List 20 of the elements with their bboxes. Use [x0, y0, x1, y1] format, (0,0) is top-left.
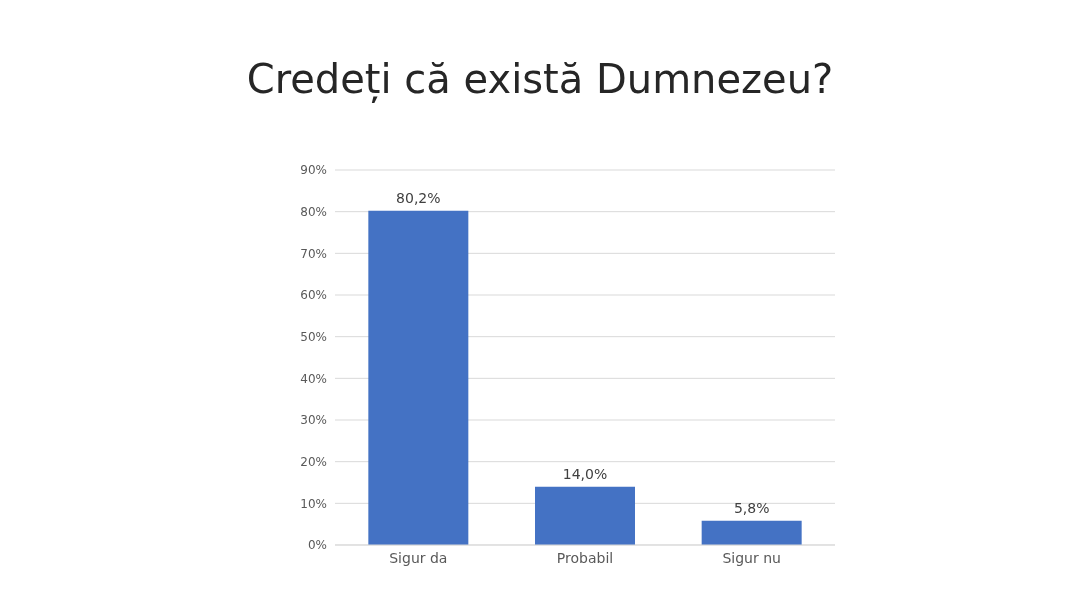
y-tick-label: 30% [300, 413, 327, 428]
y-tick-label: 40% [300, 371, 327, 386]
y-tick-label: 90% [300, 163, 327, 178]
bar [701, 520, 802, 545]
x-tick-label: Sigur nu [722, 549, 781, 566]
y-tick-label: 60% [300, 288, 327, 303]
data-label: 5,8% [733, 499, 770, 516]
bar [368, 210, 469, 545]
y-tick-label: 0% [307, 538, 327, 553]
y-tick-label: 20% [300, 454, 327, 469]
x-tick-label: Sigur da [389, 549, 448, 566]
x-tick-label: Probabil [556, 549, 614, 566]
y-tick-label: 70% [300, 246, 327, 261]
data-label: 80,2% [396, 189, 441, 206]
y-tick-label: 80% [300, 204, 327, 219]
chart-title: Credeți că există Dumnezeu? [245, 56, 835, 102]
y-tick-label: 10% [300, 496, 327, 511]
bar [535, 486, 635, 545]
y-tick-label: 50% [300, 329, 327, 344]
data-label: 14,0% [562, 465, 608, 482]
